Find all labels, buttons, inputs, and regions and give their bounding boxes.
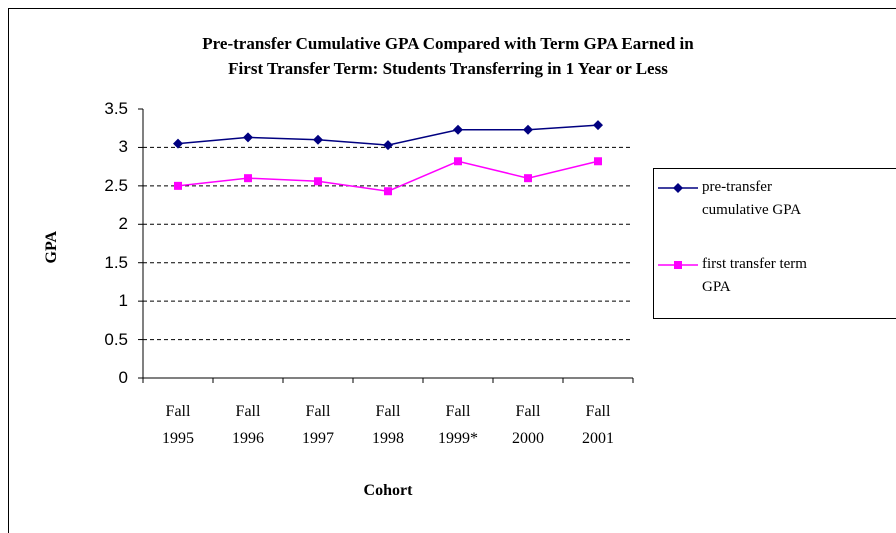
x-tick-label: Fall 1999* <box>438 403 478 448</box>
legend-label: pre-transfer cumulative GPA <box>702 179 802 219</box>
y-tick-label: 0.5 <box>104 329 128 349</box>
x-tick-label: Fall 2001 <box>582 403 614 448</box>
y-tick-label: 3.5 <box>104 99 128 118</box>
y-tick-label: 0 <box>118 368 128 387</box>
marker <box>244 174 252 183</box>
legend-label: first transfer term GPA <box>702 256 807 296</box>
frame <box>8 8 896 533</box>
marker <box>454 157 462 166</box>
series-line <box>177 160 599 193</box>
marker <box>453 124 463 135</box>
x-tick-label: Fall 2000 <box>512 403 544 448</box>
marker <box>383 140 393 151</box>
marker <box>593 120 603 131</box>
y-axis-label: GPA <box>43 230 61 264</box>
marker <box>384 187 392 196</box>
marker <box>313 134 323 145</box>
x-tick-label: Fall 1996 <box>232 403 264 448</box>
marker <box>173 138 183 149</box>
y-tick-label: 2 <box>118 214 128 234</box>
marker <box>314 177 322 186</box>
y-tick-label: 1 <box>118 291 128 311</box>
x-tick-label: Fall 1995 <box>162 403 194 448</box>
y-tick-label: 2.5 <box>104 175 128 195</box>
x-axis-label: Cohort <box>363 482 413 499</box>
marker <box>523 124 533 135</box>
y-tick-label: 3 <box>118 137 128 157</box>
legend-box <box>653 168 896 319</box>
y-tick-label: 1.5 <box>104 252 128 272</box>
x-tick-label: Fall 1998 <box>372 403 404 448</box>
marker <box>674 261 682 269</box>
chart-title: Pre-transfer Cumulative GPA Compared wit… <box>202 34 694 78</box>
marker <box>673 183 683 193</box>
marker <box>594 157 602 166</box>
marker <box>243 132 253 143</box>
marker <box>524 174 532 183</box>
marker <box>174 181 182 190</box>
x-tick-label: Fall 1997 <box>302 403 334 448</box>
